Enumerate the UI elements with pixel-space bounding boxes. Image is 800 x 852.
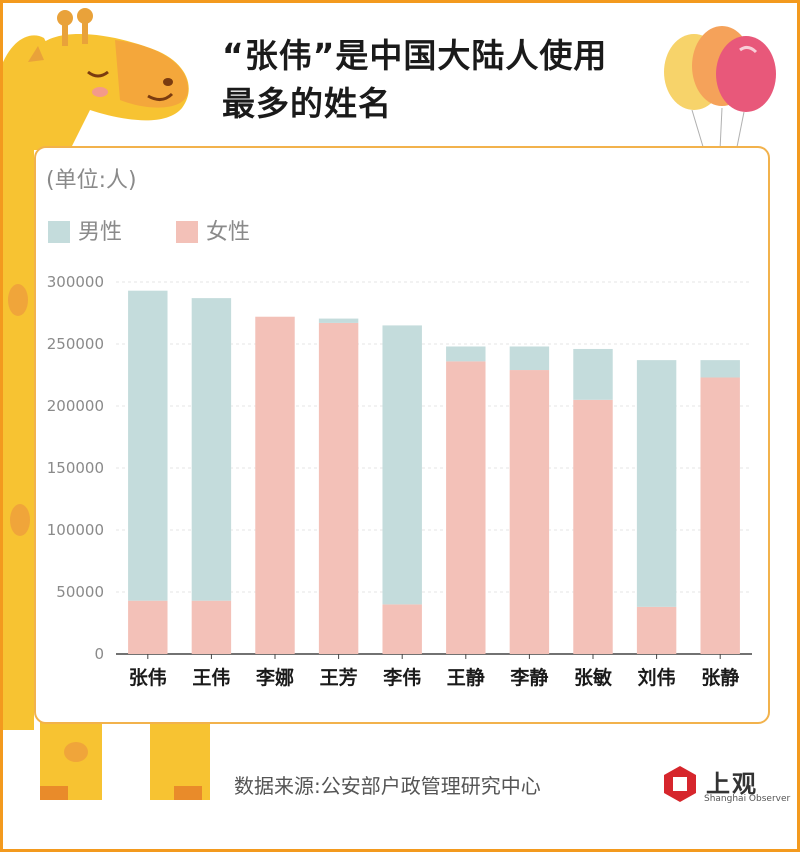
title-line-1: “张伟”是中国大陆人使用 (222, 36, 608, 75)
giraffe-illustration (0, 8, 210, 800)
y-tick-label: 50000 (56, 583, 104, 601)
bar-segment-male (382, 325, 422, 605)
legend-swatch-female (176, 221, 198, 243)
x-tick-label: 张静 (701, 666, 739, 689)
title-line-2: 最多的姓名 (222, 84, 392, 123)
x-tick-label: 王芳 (320, 666, 358, 689)
bar-segment-female (573, 399, 613, 654)
x-tick-label: 刘伟 (638, 666, 676, 689)
bar-segment-female (128, 600, 168, 654)
balloons-illustration (664, 26, 776, 153)
x-tick-label: 李娜 (255, 666, 294, 689)
bar-segment-male (128, 290, 168, 601)
x-tick-label: 李伟 (382, 666, 421, 689)
bar-segment-female (700, 377, 740, 654)
legend-swatch-male (48, 221, 70, 243)
bar-segment-female (509, 370, 550, 654)
bar-segment-male (446, 346, 486, 362)
data-source: 数据来源:公安部户政管理研究中心 (234, 774, 541, 798)
bar-chart: 0 50000 100000 150000 200000 250000 300000 张伟 王伟… (47, 273, 752, 689)
bar-segment-male (509, 346, 550, 371)
bar-segment-female (318, 322, 359, 654)
y-tick-label: 250000 (47, 335, 104, 353)
y-tick-label: 0 (94, 645, 104, 663)
shanghai-observer-logo: 上观 Shanghai Observer (660, 764, 790, 806)
y-tick-label: 300000 (47, 273, 104, 291)
legend-item-female: 女性 (176, 220, 250, 246)
bar-segment-male (318, 318, 359, 323)
logo-mark-icon (664, 766, 696, 802)
legend-item-male: 男性 (48, 220, 122, 246)
bar-segment-male (573, 348, 613, 400)
y-tick-label: 100000 (47, 521, 104, 539)
chart-title: “张伟”是中国大陆人使用 最多的姓名 (222, 32, 662, 128)
bar-segment-female (191, 600, 232, 654)
y-tick-label: 150000 (47, 459, 104, 477)
logo-name-cn: 上观 (706, 770, 758, 798)
x-tick-label: 王静 (447, 666, 485, 689)
y-tick-label: 200000 (47, 397, 104, 415)
bar-segment-female (636, 606, 677, 654)
logo-name-en: Shanghai Observer (704, 794, 791, 804)
bar-segment-male (700, 360, 740, 378)
x-tick-label: 张伟 (129, 666, 167, 689)
x-tick-label: 李静 (509, 666, 548, 689)
legend-label-female: 女性 (206, 220, 251, 245)
x-tick-label: 王伟 (192, 666, 230, 689)
bar-segment-female (382, 604, 422, 654)
x-tick-label: 张敏 (574, 666, 612, 689)
bar-segment-male (191, 298, 232, 601)
unit-label: (单位:人) (46, 168, 137, 193)
legend-label-male: 男性 (78, 220, 123, 245)
bar-segment-female (446, 361, 486, 654)
bar-segment-male (636, 360, 677, 607)
bar-segment-female (255, 316, 295, 654)
